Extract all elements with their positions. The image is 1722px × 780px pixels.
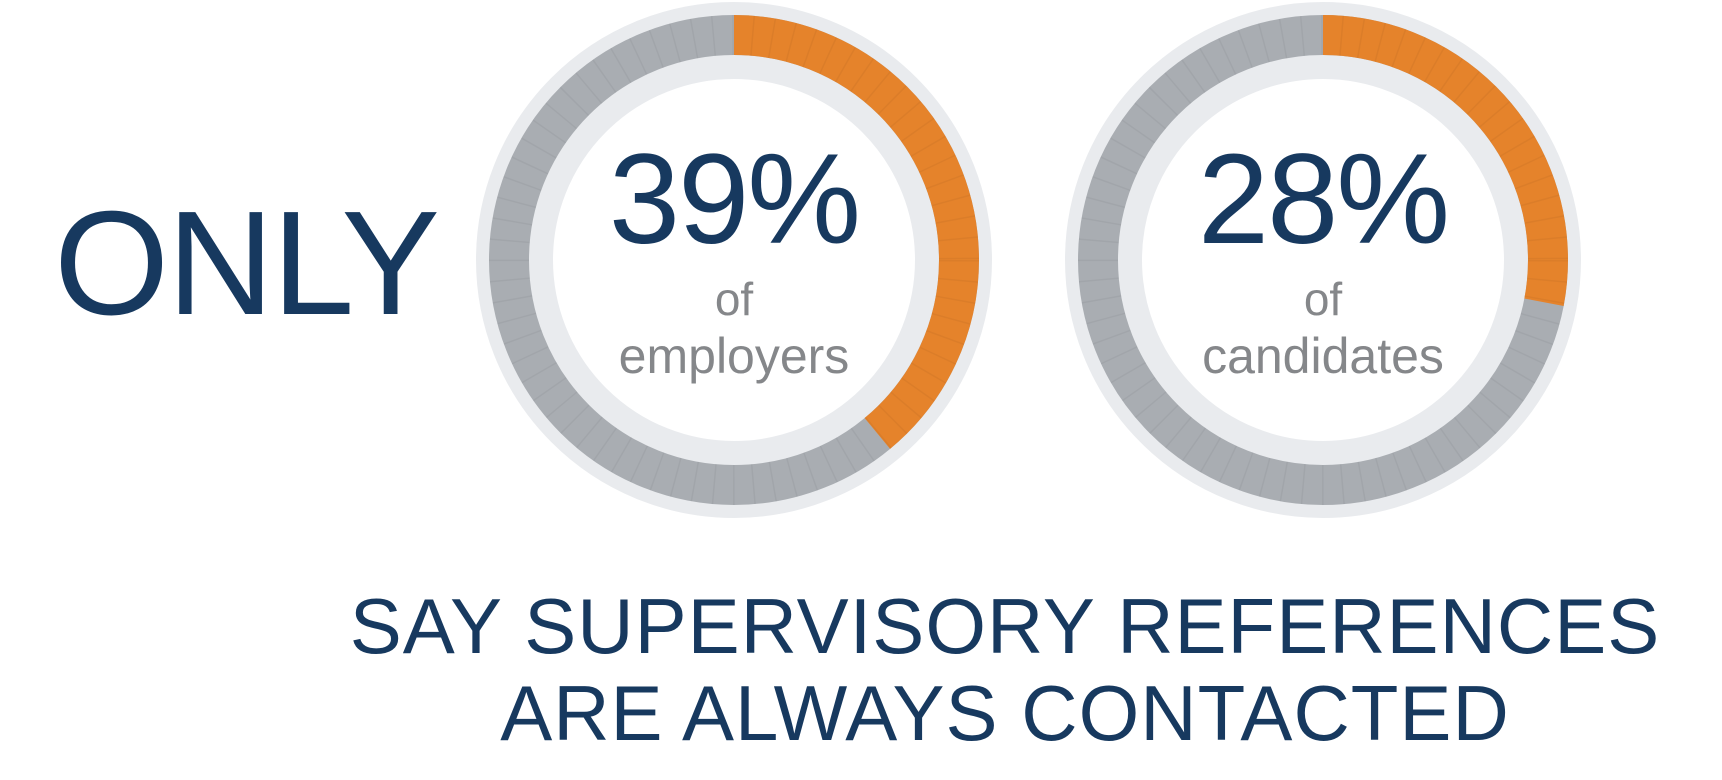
donut-chart-employers-svg xyxy=(476,2,992,518)
donut-chart-candidates: 28% of candidates xyxy=(1063,0,1583,520)
caption: SAY SUPERVISORY REFERENCES ARE ALWAYS CO… xyxy=(295,583,1715,757)
donut-chart-employers: 39% of employers xyxy=(474,0,994,520)
donut-percent-arc xyxy=(489,15,979,505)
donut-percent-arc xyxy=(1078,15,1568,505)
caption-line-1: SAY SUPERVISORY REFERENCES xyxy=(349,582,1661,670)
only-headline: ONLY xyxy=(54,181,440,346)
donut-segment-ticks xyxy=(489,15,979,505)
donut-chart-candidates-svg xyxy=(1065,2,1581,518)
donut-segment-ticks xyxy=(1078,15,1568,505)
caption-line-2: ARE ALWAYS CONTACTED xyxy=(500,669,1510,757)
